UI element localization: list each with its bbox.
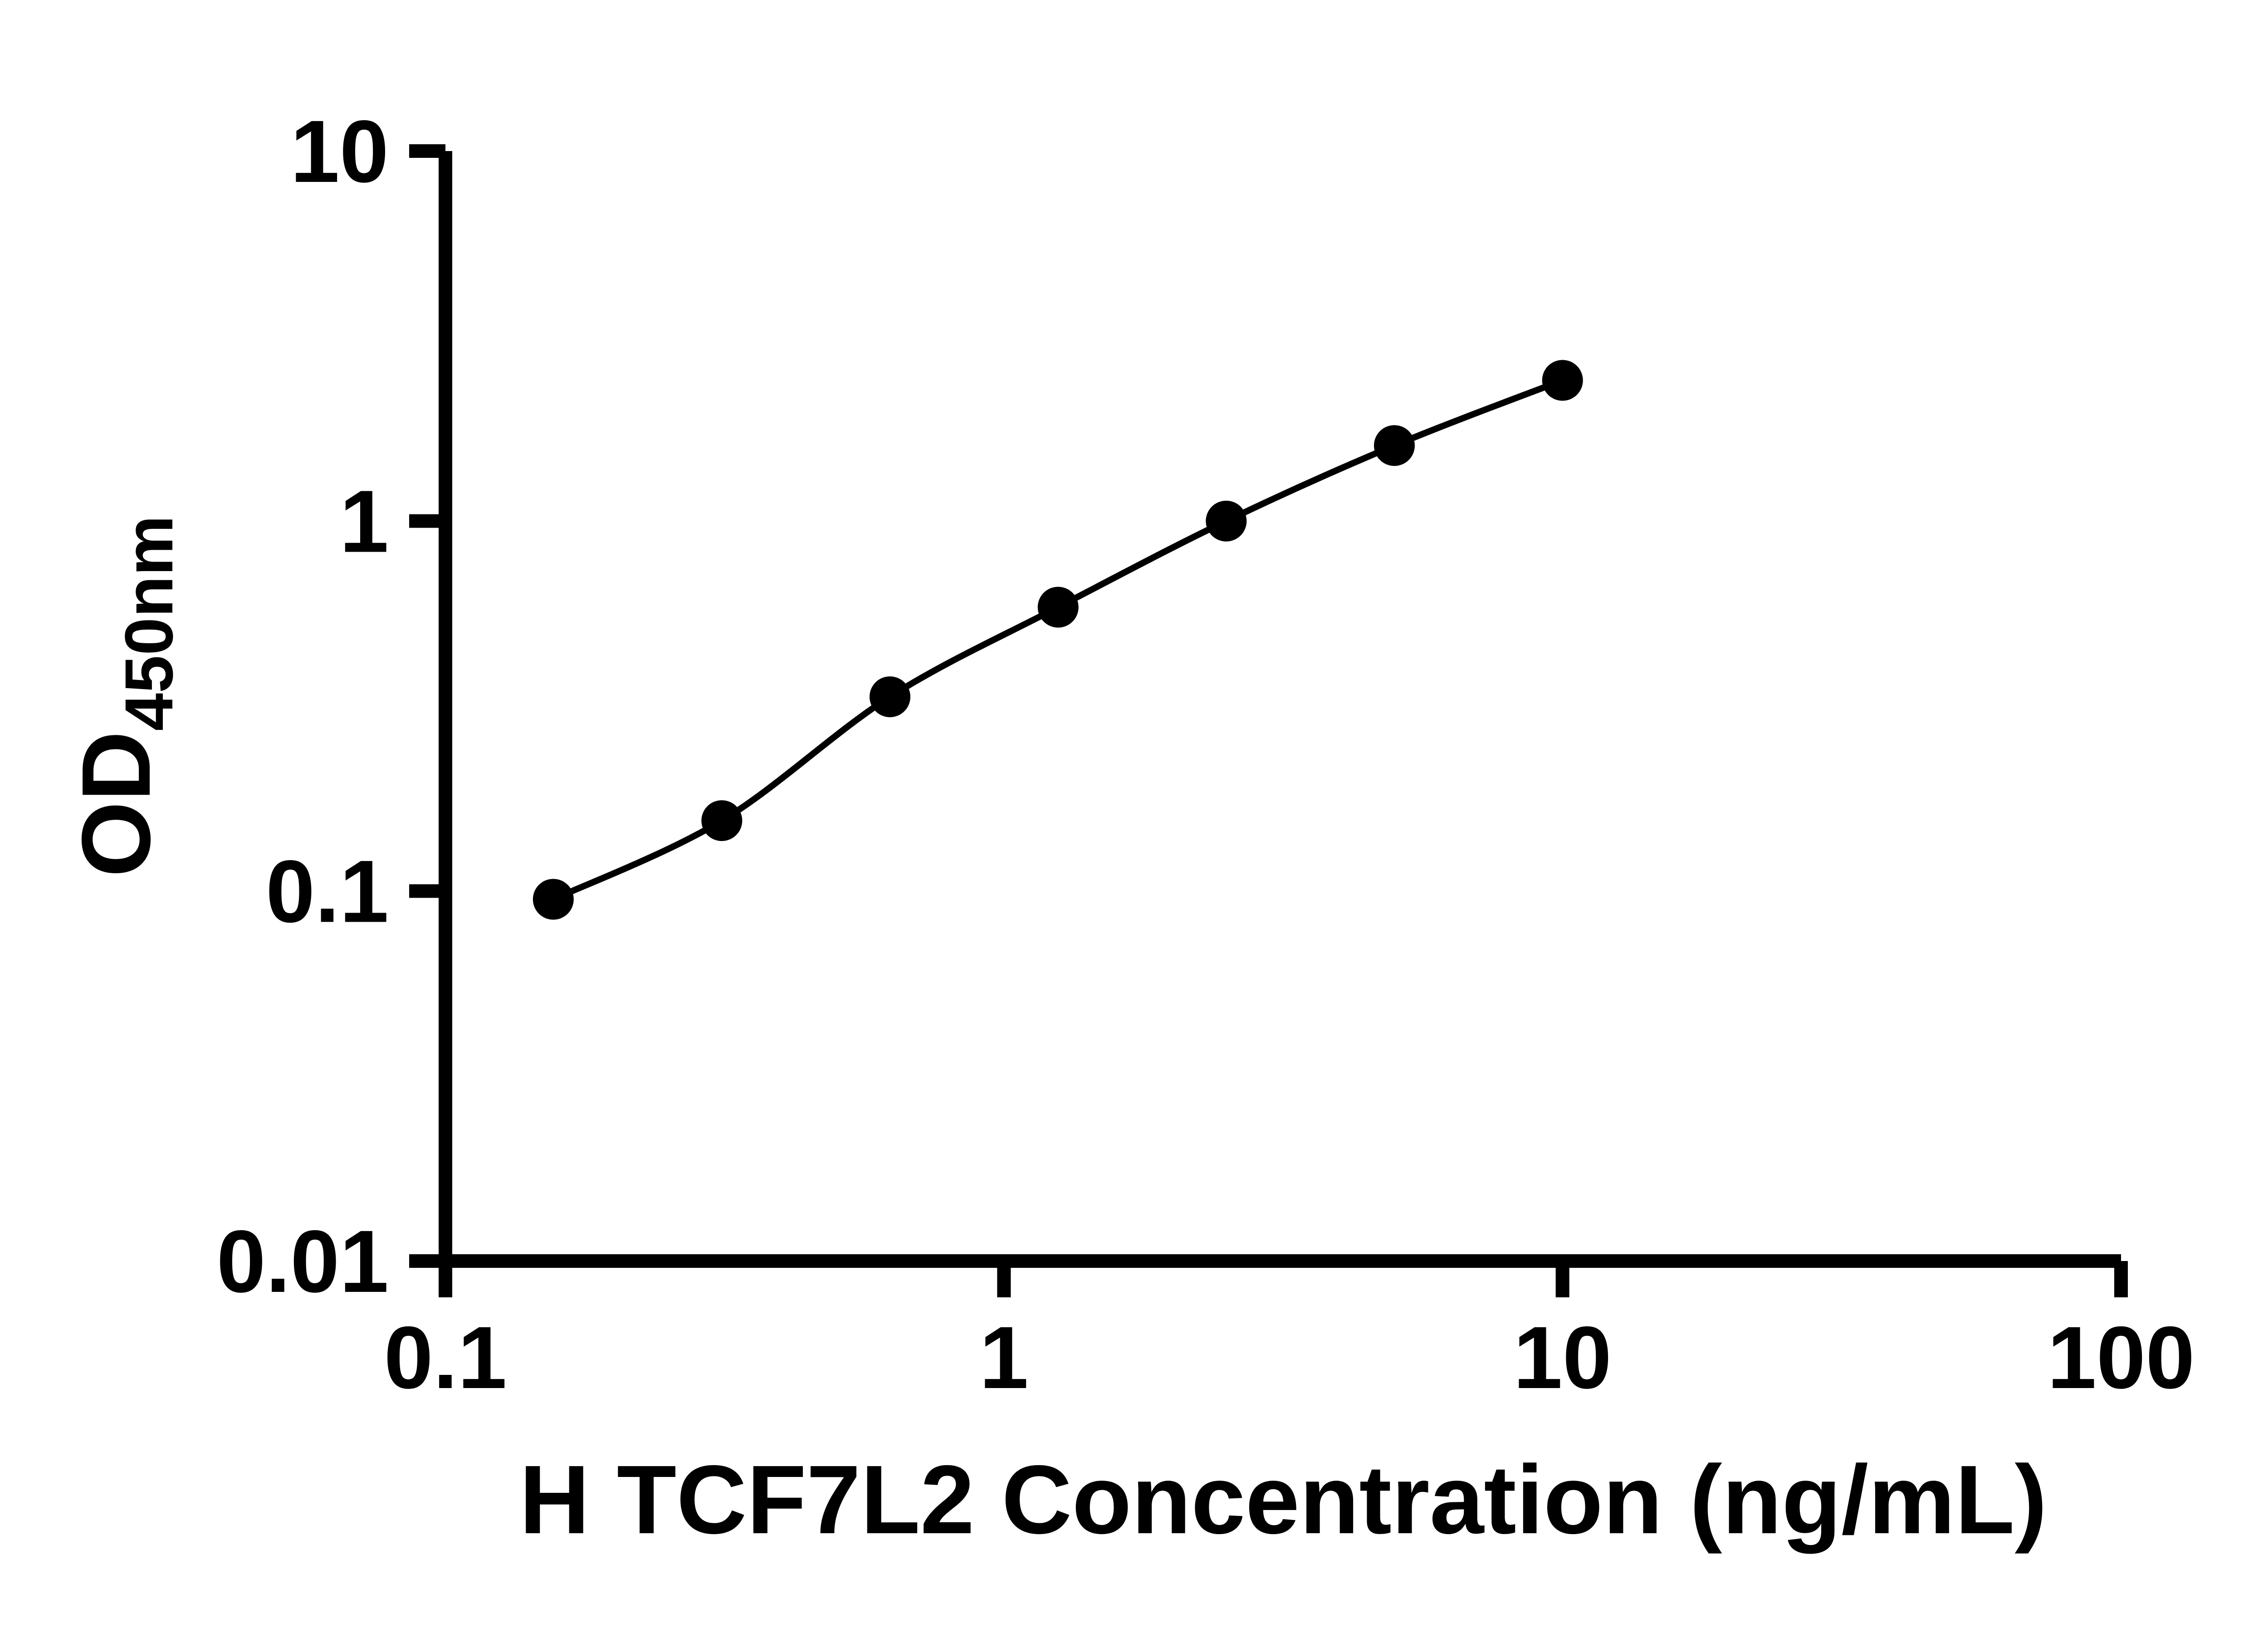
data-point [1206, 500, 1247, 542]
data-point [1374, 425, 1415, 466]
y-tick-label: 10 [290, 102, 389, 201]
data-point [1037, 587, 1079, 628]
y-axis-label: OD450nm [61, 515, 187, 877]
axes [439, 151, 2121, 1268]
x-axis-label: H TCF7L2 Concentration (ng/mL) [519, 1445, 2047, 1554]
y-axis-label-main: OD [61, 731, 171, 877]
data-point [701, 800, 743, 841]
y-tick-label: 0.1 [266, 842, 389, 941]
data-point [870, 676, 910, 718]
axis-ticks [409, 144, 2128, 1297]
x-tick-label: 100 [2047, 1308, 2195, 1407]
x-tick-label: 0.1 [384, 1308, 507, 1407]
data-point [1542, 360, 1583, 401]
x-tick-label: 1 [979, 1308, 1028, 1407]
data-point [533, 879, 574, 920]
data-points [533, 360, 1583, 920]
y-tick-label: 1 [340, 472, 389, 571]
y-axis-label-subscript: 450nm [111, 515, 187, 731]
axis-lines [439, 151, 2121, 1268]
x-tick-label: 10 [1513, 1308, 1612, 1407]
y-tick-label: 0.01 [216, 1212, 389, 1311]
